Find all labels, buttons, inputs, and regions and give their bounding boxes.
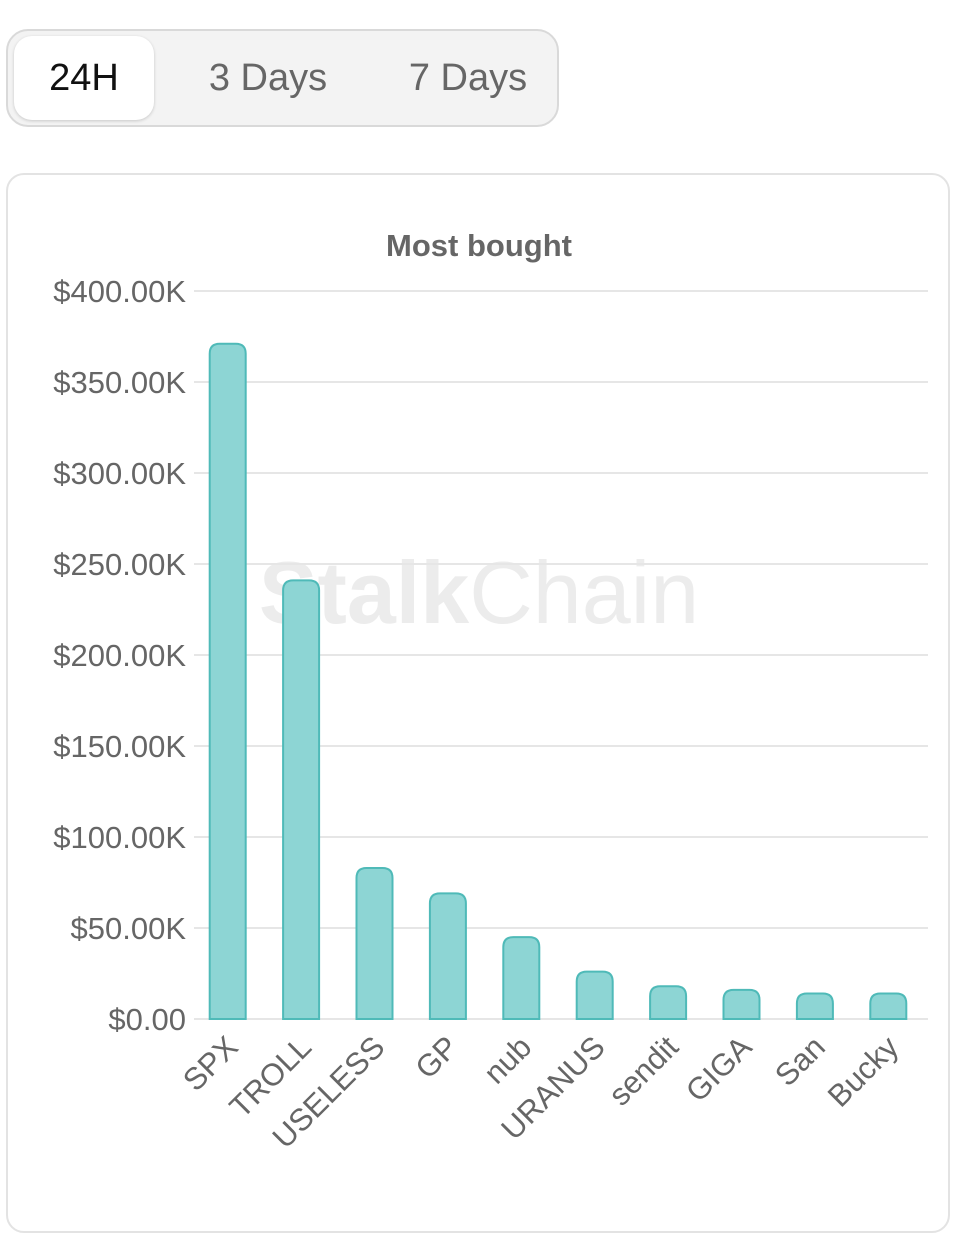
y-tick-label: $250.00K	[53, 547, 186, 582]
bar-bucky[interactable]	[869, 992, 908, 1020]
x-tick-label: San	[768, 1029, 832, 1093]
tab-3-days[interactable]: 3 Days	[208, 56, 328, 99]
time-range-tabs: 24H 3 Days 7 Days	[6, 29, 559, 127]
x-tick-label: Bucky	[821, 1029, 906, 1114]
bar-uranus[interactable]	[575, 970, 614, 1020]
y-tick-label: $200.00K	[53, 638, 186, 673]
chart-title: Most bought	[386, 228, 572, 263]
most-bought-chart: Most bought StalkChain $0.00 $50.00K $100.…	[53, 228, 928, 1155]
y-tick-label: $350.00K	[53, 365, 186, 400]
watermark: StalkChain	[259, 543, 699, 642]
bar-sendit[interactable]	[649, 985, 688, 1020]
y-tick-label: $50.00K	[71, 911, 187, 946]
tab-7-days[interactable]: 7 Days	[408, 56, 528, 99]
y-tick-label: $0.00	[108, 1002, 186, 1037]
y-tick-label: $100.00K	[53, 820, 186, 855]
x-tick-label: nub	[477, 1029, 538, 1090]
bar-gp[interactable]	[428, 892, 467, 1020]
bar-useless[interactable]	[355, 866, 394, 1020]
y-tick-label: $150.00K	[53, 729, 186, 764]
bar-nub[interactable]	[502, 936, 541, 1020]
bar-giga[interactable]	[722, 988, 761, 1020]
x-tick-label: GIGA	[679, 1029, 759, 1109]
bar-san[interactable]	[795, 992, 834, 1020]
x-tick-label: GP	[408, 1029, 464, 1085]
bar-troll[interactable]	[282, 579, 321, 1020]
y-tick-label: $400.00K	[53, 274, 186, 309]
chart-card: Most bought StalkChain $0.00 $50.00K $100.…	[6, 173, 950, 1233]
tab-24h[interactable]: 24H	[14, 36, 154, 120]
bar-spx[interactable]	[208, 342, 247, 1020]
x-tick-label: sendit	[602, 1029, 686, 1113]
y-tick-label: $300.00K	[53, 456, 186, 491]
